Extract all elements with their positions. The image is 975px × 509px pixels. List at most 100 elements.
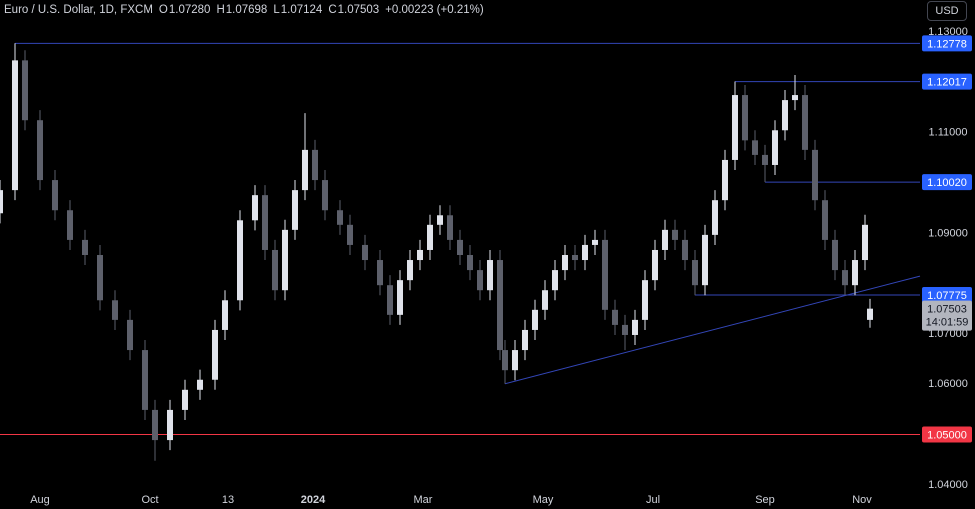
level-price-box: [922, 426, 972, 443]
candle-body: [712, 200, 718, 235]
candle-body: [832, 239, 838, 271]
change: +0.00223 (+0.21%): [385, 4, 484, 16]
y-tick-label: 1.09000: [928, 227, 968, 239]
candle-body: [762, 154, 768, 165]
candle-body: [312, 149, 318, 181]
candle-body: [322, 180, 328, 211]
candle-body: [347, 224, 353, 245]
x-tick-label: Aug: [30, 494, 50, 506]
last-price-label: 1.07503: [927, 304, 967, 316]
candle-body: [212, 329, 218, 380]
candle-body: [82, 239, 88, 256]
level-price-box: [922, 35, 972, 52]
candle-body: [127, 319, 133, 351]
candle-body: [842, 270, 848, 286]
candle-body: [532, 309, 538, 330]
ohlc-key: H: [216, 4, 225, 16]
candle-body: [182, 389, 188, 410]
candle-body: [142, 350, 148, 410]
candle-body: [692, 260, 698, 286]
candle-body: [152, 409, 158, 441]
candle-body: [457, 239, 463, 256]
candle-body: [417, 249, 423, 261]
candle-body: [467, 255, 473, 271]
candle-body: [702, 234, 708, 286]
candle-body: [862, 224, 868, 261]
countdown: 14:01:59: [926, 317, 969, 329]
candle-body: [487, 260, 493, 291]
ohlc-key: L: [273, 4, 280, 16]
candle-body: [642, 280, 648, 320]
ohlc-value: 1.07124: [280, 4, 323, 16]
candle-body: [112, 300, 118, 320]
ohlc-key: O: [158, 4, 168, 16]
currency-button[interactable]: USD: [927, 1, 967, 21]
symbol-header: Euro / U.S. Dollar, 1D, FXCM O1.07280 H 1.…: [4, 4, 484, 16]
candle-body: [387, 285, 393, 315]
candle-body: [792, 95, 798, 101]
candle-body: [552, 270, 558, 291]
ohlc-value: 1.07280: [168, 4, 211, 16]
x-tick-label: 13: [222, 494, 234, 506]
candle-body: [437, 215, 443, 225]
y-tick-label: 1.07000: [928, 328, 968, 340]
candle-body: [282, 229, 288, 291]
y-tick-label: 1.04000: [928, 479, 968, 491]
candle-body: [37, 120, 43, 181]
candle-body: [652, 249, 658, 281]
x-tick-label: Jul: [646, 494, 660, 506]
level-price-box: [922, 174, 972, 191]
candle-body: [512, 350, 518, 371]
candle-body: [97, 255, 103, 301]
candle-body: [822, 200, 828, 240]
candle-body: [622, 324, 628, 335]
candle-body: [812, 149, 818, 201]
candle-body: [592, 239, 598, 245]
trendline: [504, 275, 921, 385]
candle-body: [272, 249, 278, 291]
candle-body: [22, 60, 28, 121]
x-tick-label: Oct: [141, 494, 158, 506]
y-tick-label: 1.06000: [928, 378, 968, 390]
level-price-box: [922, 73, 972, 90]
candle-body: [292, 190, 298, 230]
candle-body: [52, 180, 58, 211]
candle-body: [542, 290, 548, 310]
x-tick-label: Sep: [755, 494, 775, 506]
candle-body: [337, 210, 343, 225]
candle-body: [782, 100, 788, 131]
candle-body: [447, 215, 453, 240]
candle-body: [522, 329, 528, 351]
candle-body: [742, 95, 748, 141]
candle-body: [477, 270, 483, 291]
candle-body: [562, 255, 568, 271]
x-tick-label: Nov: [852, 494, 872, 506]
level-price-label: 1.12778: [927, 38, 967, 50]
candle-body: [497, 260, 503, 351]
candle-body: [632, 319, 638, 335]
candle-body: [237, 220, 243, 301]
level-price-label: 1.07775: [927, 290, 967, 302]
candle-body: [262, 195, 268, 250]
candle-body: [197, 379, 203, 390]
ohlc-item: L1.07124: [273, 4, 322, 16]
candle-body: [302, 149, 308, 191]
candle-body: [222, 300, 228, 330]
candle-body: [682, 239, 688, 261]
candle-body: [67, 210, 73, 240]
ohlc-key: C: [328, 4, 337, 16]
y-tick-label: 1.11000: [929, 127, 968, 139]
candle-body: [752, 140, 758, 155]
candle-body: [252, 195, 258, 221]
symbol: Euro / U.S. Dollar, 1D, FXCM: [4, 4, 153, 16]
x-tick-label: May: [533, 494, 554, 506]
candle-body: [672, 229, 678, 240]
candle-body: [572, 255, 578, 261]
last-price-box: [922, 300, 972, 331]
candle-body: [662, 229, 668, 250]
x-tick-label: Mar: [414, 494, 433, 506]
x-tick-label: 2024: [301, 494, 326, 506]
candle-body: [427, 224, 433, 250]
ohlc-item: C1.07503: [328, 4, 379, 16]
